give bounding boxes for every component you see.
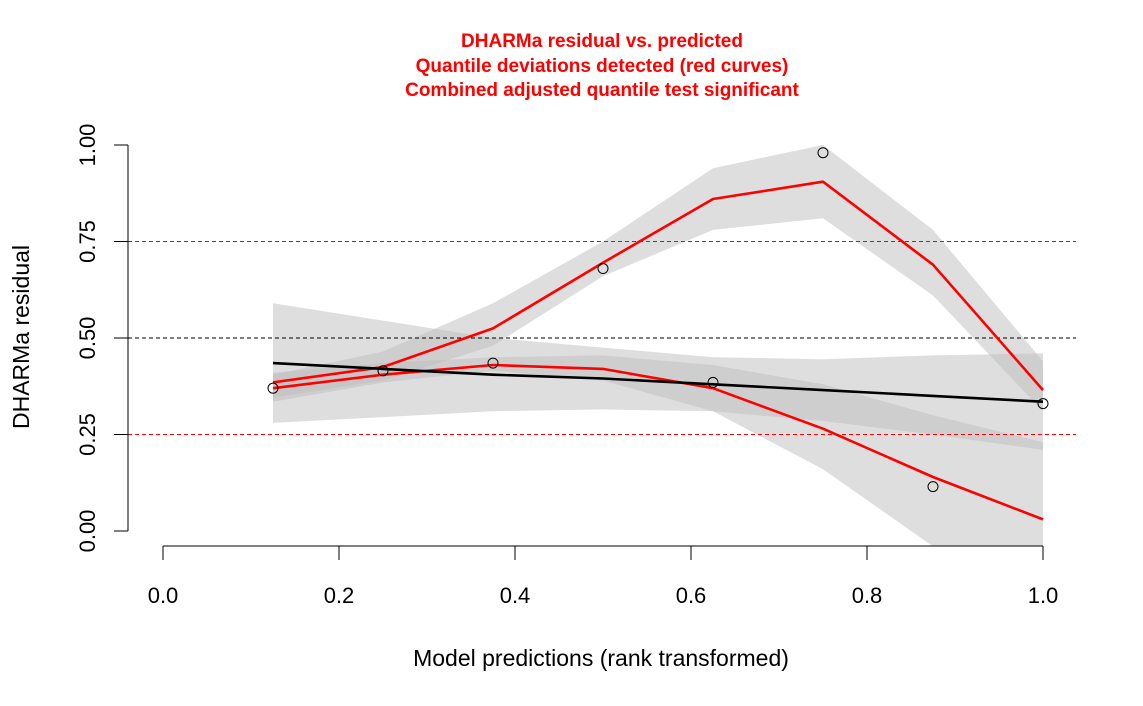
x-axis-label: Model predictions (rank transformed) <box>413 645 789 671</box>
residual-point <box>817 147 829 159</box>
x-tick-label: 0.0 <box>148 583 179 608</box>
y-tick-label: 1.00 <box>75 124 100 167</box>
x-tick-label: 0.2 <box>324 583 355 608</box>
chart-title-line: Quantile deviations detected (red curves… <box>416 56 789 77</box>
residual-point <box>1037 398 1049 410</box>
residual-point <box>377 365 389 377</box>
fitted-curve-2 <box>272 363 1044 521</box>
residual-point <box>597 263 609 275</box>
x-tick-label: 1.0 <box>1028 583 1059 608</box>
confidence-bands <box>273 145 1043 546</box>
chart-title: DHARMa residual vs. predicted Quantile de… <box>405 31 799 101</box>
axes: 0.0 0.2 0.4 0.6 0.8 1.0 0.00 0.25 0.50 0.75 1.00 <box>75 124 1058 608</box>
residual-points <box>267 147 1049 493</box>
x-tick-label: 0.8 <box>852 583 883 608</box>
residual-point <box>487 357 499 369</box>
y-tick-label: 0.50 <box>75 317 100 360</box>
chart-title-line: Combined adjusted quantile test signific… <box>405 80 799 101</box>
residual-point <box>927 481 939 493</box>
y-tick-label: 0.75 <box>75 220 100 263</box>
y-tick-label: 0.25 <box>75 413 100 456</box>
residual-point <box>267 382 279 394</box>
x-tick-label: 0.4 <box>500 583 531 608</box>
fitted-curve-1 <box>272 180 1044 391</box>
y-tick-label: 0.00 <box>75 510 100 553</box>
axis-labels: Model predictions (rank transformed) DHA… <box>8 245 789 671</box>
y-axis-label: DHARMa residual <box>8 245 34 429</box>
residual-point <box>707 376 719 388</box>
fitted-curve-3 <box>272 361 1044 403</box>
confidence-band-3 <box>273 303 1043 450</box>
x-tick-label: 0.6 <box>676 583 707 608</box>
chart-title-line: DHARMa residual vs. predicted <box>461 31 743 52</box>
fitted-curves <box>272 180 1044 521</box>
reference-lines <box>114 241 1076 435</box>
